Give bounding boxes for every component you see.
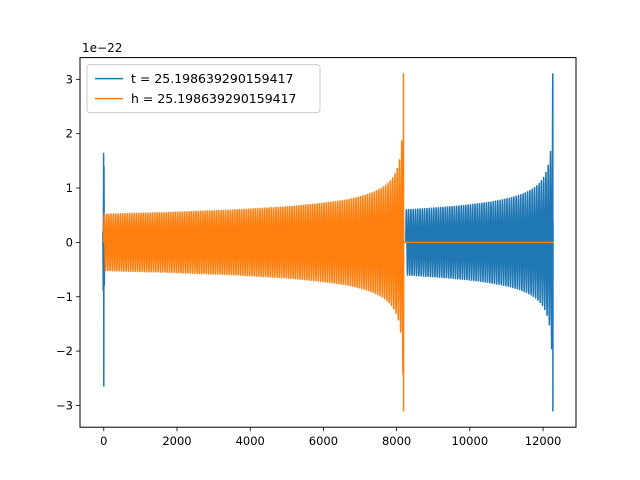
series-0-line-1 <box>405 73 554 412</box>
y-tick-label: 2 <box>66 127 73 141</box>
y-tick-label: −2 <box>56 344 73 358</box>
x-tick-label: 0 <box>100 434 107 448</box>
y-tick-label: 1 <box>66 181 73 195</box>
x-tick-label: 6000 <box>309 434 338 448</box>
legend-label-1: h = 25.198639290159417 <box>131 91 297 106</box>
y-tick-label: −3 <box>56 398 73 412</box>
x-tick-label: 2000 <box>162 434 191 448</box>
legend-box <box>86 64 321 114</box>
y-tick-label: 0 <box>66 235 73 249</box>
legend: t = 25.198639290159417 h = 25.19863929015… <box>86 64 321 114</box>
x-tick-label: 12000 <box>525 434 562 448</box>
plot-area <box>102 73 554 412</box>
x-tick-label: 10000 <box>452 434 489 448</box>
y-axis: −3 −2 −1 0 1 2 3 <box>56 72 80 412</box>
x-tick-label: 4000 <box>236 434 265 448</box>
legend-label-0: t = 25.198639290159417 <box>131 71 294 86</box>
x-axis: 0 2000 4000 6000 8000 10000 12000 <box>100 427 561 448</box>
x-tick-label: 8000 <box>382 434 411 448</box>
series-0-line-0 <box>102 152 106 387</box>
y-tick-label: −1 <box>56 290 73 304</box>
y-tick-label: 3 <box>66 72 73 86</box>
y-offset-label: 1e−22 <box>82 41 122 55</box>
series-1-line-0 <box>103 73 405 412</box>
